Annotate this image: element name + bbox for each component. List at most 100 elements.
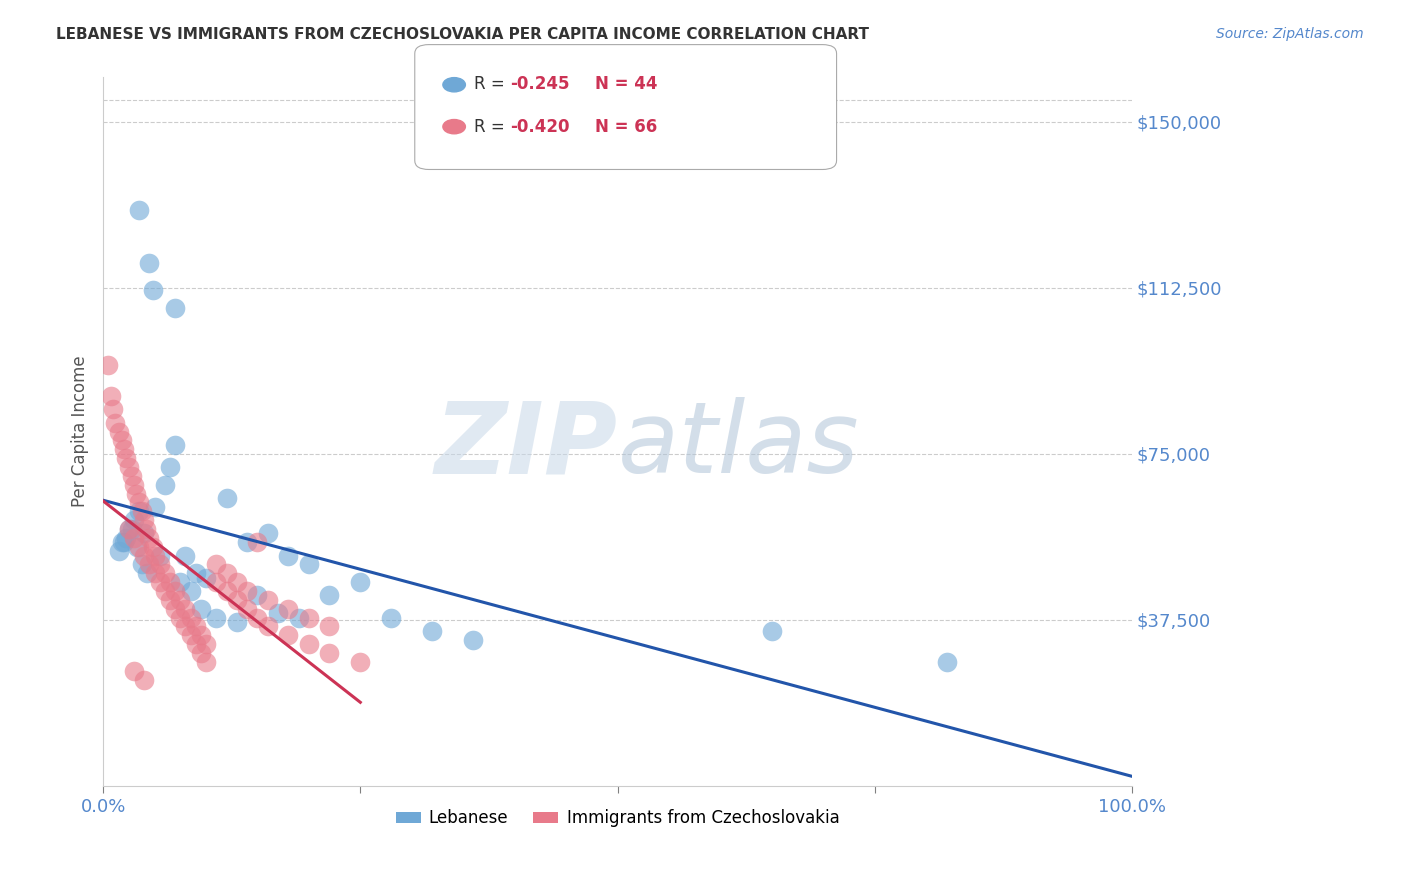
Point xyxy=(287,610,309,624)
Point xyxy=(236,584,259,599)
Point xyxy=(277,628,299,642)
Point xyxy=(277,549,299,563)
Point xyxy=(215,584,238,599)
Point xyxy=(246,589,269,603)
Point xyxy=(169,592,191,607)
Point xyxy=(184,566,207,581)
Point xyxy=(298,558,321,572)
Point xyxy=(463,632,485,647)
Point xyxy=(135,522,157,536)
Point xyxy=(103,402,125,417)
Point xyxy=(236,601,259,615)
Text: R =: R = xyxy=(474,118,510,136)
Text: ZIP: ZIP xyxy=(434,397,617,494)
Point xyxy=(107,544,129,558)
Point xyxy=(149,575,172,590)
Point xyxy=(165,301,187,315)
Text: atlas: atlas xyxy=(617,397,859,494)
Point xyxy=(165,438,187,452)
Point xyxy=(136,566,159,581)
Point xyxy=(195,655,218,669)
Point xyxy=(190,628,212,642)
Point xyxy=(174,619,197,633)
Point xyxy=(180,584,202,599)
Point xyxy=(122,664,145,678)
Point xyxy=(298,637,321,651)
Point xyxy=(122,513,145,527)
Point xyxy=(125,486,148,500)
Point xyxy=(380,610,402,624)
Point xyxy=(134,526,156,541)
Point xyxy=(318,619,340,633)
Point xyxy=(256,619,278,633)
Text: -0.245: -0.245 xyxy=(510,75,569,93)
Point xyxy=(122,477,145,491)
Point xyxy=(349,575,371,590)
Point xyxy=(122,531,145,545)
Point xyxy=(118,522,141,536)
Point xyxy=(134,673,156,687)
Point xyxy=(205,575,228,590)
Point xyxy=(225,615,247,629)
Point xyxy=(149,549,172,563)
Point xyxy=(298,610,321,624)
Point xyxy=(153,584,176,599)
Point xyxy=(318,589,340,603)
Point xyxy=(118,460,141,475)
Point xyxy=(184,637,207,651)
Point xyxy=(195,571,218,585)
Point xyxy=(125,540,148,554)
Point xyxy=(131,558,153,572)
Point xyxy=(141,283,163,297)
Point xyxy=(143,549,166,563)
Point xyxy=(256,592,278,607)
Point xyxy=(165,601,187,615)
Point xyxy=(153,477,176,491)
Point xyxy=(107,425,129,439)
Point xyxy=(121,522,143,536)
Point xyxy=(143,500,166,514)
Point xyxy=(190,601,212,615)
Point xyxy=(97,358,120,372)
Point xyxy=(134,549,156,563)
Point xyxy=(246,535,269,549)
Point xyxy=(215,491,238,505)
Point xyxy=(215,566,238,581)
Point xyxy=(138,531,160,545)
Point xyxy=(169,575,191,590)
Point xyxy=(205,610,228,624)
Point xyxy=(128,540,150,554)
Y-axis label: Per Capita Income: Per Capita Income xyxy=(72,356,89,508)
Point xyxy=(225,592,247,607)
Point xyxy=(141,540,163,554)
Text: R =: R = xyxy=(474,75,510,93)
Point xyxy=(349,655,371,669)
Point xyxy=(935,655,957,669)
Point xyxy=(114,531,136,545)
Point xyxy=(153,566,176,581)
Point xyxy=(159,460,181,475)
Point xyxy=(169,610,191,624)
Point xyxy=(112,535,135,549)
Point xyxy=(159,575,181,590)
Point xyxy=(143,566,166,581)
Point xyxy=(149,558,172,572)
Point xyxy=(256,526,278,541)
Point xyxy=(134,513,156,527)
Point xyxy=(195,637,218,651)
Point xyxy=(104,416,127,430)
Point xyxy=(165,584,187,599)
Point xyxy=(138,558,160,572)
Point xyxy=(128,504,150,518)
Text: LEBANESE VS IMMIGRANTS FROM CZECHOSLOVAKIA PER CAPITA INCOME CORRELATION CHART: LEBANESE VS IMMIGRANTS FROM CZECHOSLOVAK… xyxy=(56,27,869,42)
Point xyxy=(131,504,153,518)
Point xyxy=(114,451,136,466)
Legend: Lebanese, Immigrants from Czechoslovakia: Lebanese, Immigrants from Czechoslovakia xyxy=(389,803,846,834)
Point xyxy=(190,646,212,660)
Point xyxy=(159,592,181,607)
Point xyxy=(246,610,269,624)
Text: Source: ZipAtlas.com: Source: ZipAtlas.com xyxy=(1216,27,1364,41)
Text: N = 66: N = 66 xyxy=(595,118,657,136)
Point xyxy=(761,624,783,638)
Point xyxy=(138,256,160,270)
